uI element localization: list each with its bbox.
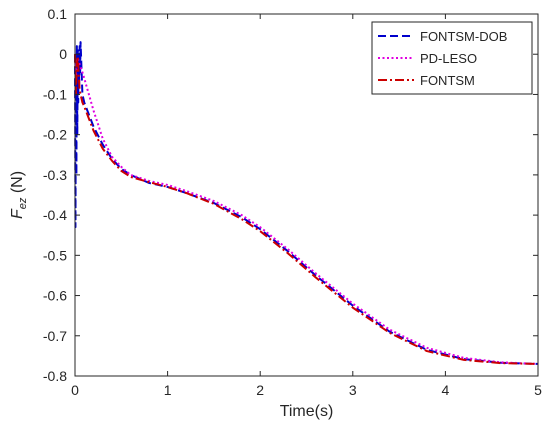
x-axis-label: Time(s)	[280, 403, 334, 420]
x-tick-label: 3	[349, 382, 357, 398]
series-line-fontsm	[74, 54, 539, 365]
plot-lines	[74, 41, 539, 365]
y-tick-label: -0.5	[43, 247, 67, 263]
series-line-fontsm-dob	[74, 41, 539, 365]
x-tick-label: 0	[71, 382, 79, 398]
series-line-pd-leso	[74, 54, 539, 365]
y-tick-label: -0.2	[43, 127, 67, 143]
y-axis-label-subscript: ez	[17, 197, 29, 209]
y-axis-label-main: F	[9, 208, 26, 219]
y-axis-label-unit: (N)	[9, 171, 26, 198]
y-tick-label: 0	[59, 46, 67, 62]
x-tick-label: 1	[164, 382, 172, 398]
legend-label: FONTSM	[420, 73, 475, 88]
y-tick-label: -0.7	[43, 328, 67, 344]
axes-ticks: 0 1 2 3 4 5 0.1 0 -0.1 -0.2 -0.3 -0.4 -0.5 -0.6 -0.7 -0…	[43, 6, 542, 398]
y-tick-label: -0.8	[43, 368, 67, 384]
plot-area-border	[74, 13, 539, 377]
legend-box	[371, 21, 533, 95]
y-tick-label: -0.4	[43, 207, 67, 223]
y-tick-label: 0.1	[48, 6, 68, 22]
legend-label: FONTSM-DOB	[420, 29, 507, 44]
y-tick-label: -0.1	[43, 86, 67, 102]
y-tick-label: -0.6	[43, 288, 67, 304]
legend: FONTSM-DOB PD-LESO FONTSM	[371, 21, 533, 95]
x-tick-label: 4	[442, 382, 450, 398]
y-axis-label: Fez (N)	[9, 171, 29, 219]
x-tick-label: 2	[256, 382, 264, 398]
x-tick-label: 5	[534, 382, 542, 398]
y-tick-label: -0.3	[43, 167, 67, 183]
legend-label: PD-LESO	[420, 51, 477, 66]
